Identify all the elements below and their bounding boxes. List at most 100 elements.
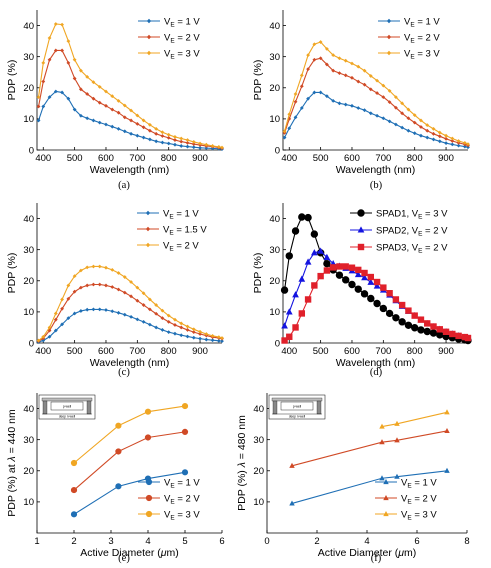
series-2 (36, 282, 224, 344)
legend-marker (146, 34, 152, 40)
series-1 (36, 307, 224, 344)
y-tick-label: 10 (269, 307, 280, 318)
data-point (361, 269, 368, 277)
data-point (380, 284, 387, 291)
legend-label: VE = 1 V (404, 16, 440, 28)
series-1 (282, 90, 470, 150)
data-point (47, 95, 52, 100)
data-point (154, 311, 159, 316)
x-tick-label: 6 (414, 536, 419, 547)
data-point (331, 98, 336, 103)
legend-label: VE = 1.5 V (163, 224, 207, 236)
data-point (299, 73, 304, 78)
legend-marker (145, 510, 153, 518)
data-point (135, 298, 140, 303)
data-point (216, 338, 221, 343)
panel-caption: (a) (118, 180, 130, 191)
data-point (417, 326, 425, 334)
y-tick-label: 20 (269, 83, 280, 94)
data-point (400, 125, 405, 130)
data-point (72, 57, 77, 62)
data-point (110, 94, 115, 99)
data-point (198, 336, 202, 341)
legend-label: VE = 3 V (164, 48, 200, 60)
x-tick-label: 400 (281, 346, 297, 357)
y-tick-label: 10 (23, 114, 34, 125)
series-line (291, 470, 448, 504)
data-point (179, 325, 184, 330)
data-point (430, 323, 437, 330)
data-point (306, 67, 310, 72)
series-line (73, 471, 186, 515)
data-point (78, 87, 83, 92)
data-point (97, 100, 102, 105)
legend-entry: VE = 1.5 V (137, 224, 207, 237)
chart-panel-a: 400 500 600 700 800 900 0 10 20 30 40 Wavelength (n… (6, 10, 224, 191)
data-point (122, 312, 127, 317)
data-point (444, 141, 448, 146)
data-point (173, 142, 177, 147)
data-point (444, 409, 450, 415)
data-point (282, 129, 287, 134)
legend-marker (386, 18, 392, 24)
data-point (285, 308, 293, 315)
data-point (455, 332, 462, 340)
legend-entry: VE = 2 V (378, 32, 440, 45)
data-point (412, 120, 417, 125)
data-point (198, 145, 202, 150)
data-point (60, 90, 64, 95)
x-axis-label: Wavelength (nm) (90, 357, 170, 369)
y-tick-label: 30 (23, 52, 34, 63)
data-point (291, 227, 300, 235)
legend-entry: VE = 3 V (378, 48, 440, 61)
data-point (356, 106, 361, 110)
data-point (85, 116, 90, 121)
data-point (104, 89, 108, 94)
x-tick-label: 500 (313, 153, 329, 164)
data-point (381, 83, 386, 88)
data-point (104, 308, 108, 312)
data-point (450, 142, 455, 147)
legend-entry: VE = 1 V (375, 477, 437, 490)
data-point (348, 280, 356, 289)
legend-marker (357, 209, 365, 217)
device-cross-section-inset: p-well deep n-well (268, 394, 326, 420)
legend-label: VE = 2 V (401, 493, 437, 505)
data-point (287, 112, 292, 117)
data-point (66, 296, 71, 301)
data-point (97, 307, 102, 312)
data-point (47, 57, 52, 62)
panel-caption: (f) (371, 553, 382, 564)
data-point (348, 264, 356, 271)
data-point (444, 133, 448, 138)
data-point (375, 91, 379, 95)
data-point (466, 142, 470, 146)
data-point (135, 133, 140, 138)
data-point (78, 113, 83, 118)
data-point (299, 84, 304, 89)
data-point (66, 60, 71, 65)
legend-marker (145, 226, 151, 232)
data-point (449, 330, 456, 338)
legend-entry: VE = 2 V (375, 493, 437, 506)
data-point (91, 96, 96, 101)
x-tick-label: 900 (192, 346, 208, 357)
x-tick-label: 6 (219, 536, 224, 547)
data-point (406, 107, 411, 112)
data-point (310, 249, 318, 256)
data-point (306, 53, 310, 58)
data-point (280, 286, 289, 294)
data-point (392, 296, 400, 303)
data-point (343, 102, 348, 107)
data-point (318, 90, 323, 95)
data-point (47, 36, 52, 40)
legend-entry: VE = 3 V (138, 509, 200, 522)
data-point (381, 116, 386, 121)
data-point (362, 108, 367, 113)
panel-caption: (b) (370, 180, 383, 191)
data-point (298, 213, 306, 221)
data-point (386, 290, 393, 297)
data-point (286, 333, 293, 340)
data-point (367, 294, 375, 303)
data-point (292, 324, 299, 331)
